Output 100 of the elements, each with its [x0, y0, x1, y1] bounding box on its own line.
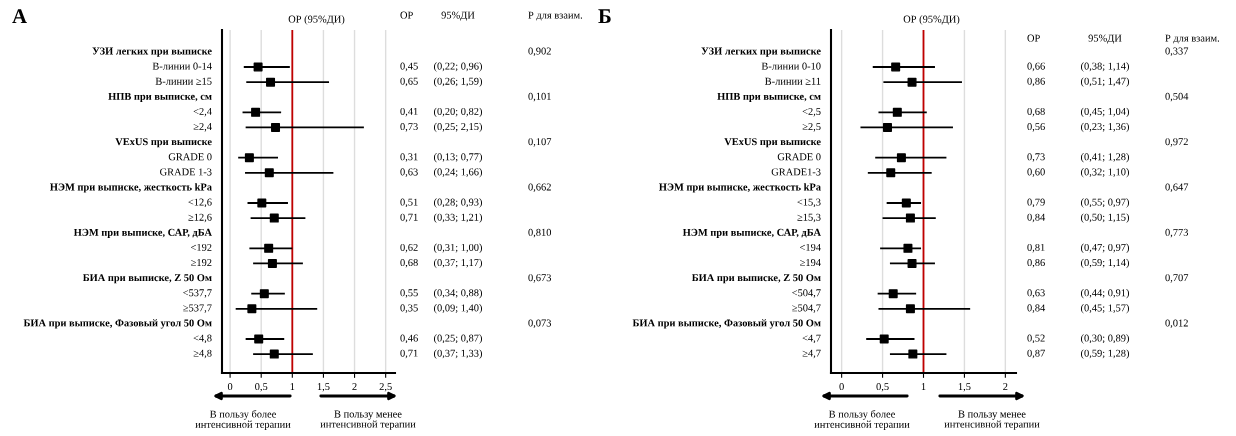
text: Б	[598, 9, 611, 24]
text: 0,101	[528, 92, 551, 102]
y-tick-label: В-линии 0-14	[152, 62, 212, 70]
text: (0,44; 0,91)	[1081, 288, 1129, 299]
y-tick-label: ≥537,7	[183, 304, 212, 313]
data-label: 0,68	[1027, 107, 1045, 117]
point	[903, 243, 913, 253]
text: (0,51; 1,47)	[1081, 77, 1129, 87]
text: (0,25; 0,87)	[434, 334, 482, 344]
x-tick-label: 0	[839, 383, 844, 391]
text: 0,073	[528, 319, 552, 328]
y-tick-label: <4,7	[802, 334, 821, 344]
text: 0,902	[528, 47, 551, 57]
point	[908, 349, 918, 359]
y-tick-label: GRADE1-3	[771, 168, 821, 176]
text: (0,34; 0,88)	[434, 288, 482, 299]
point	[892, 107, 902, 117]
text: (0,09; 1,40)	[434, 304, 482, 314]
y-tick-label: УЗИ легких при выписке	[92, 47, 212, 57]
y-tick-label: ≥4,8	[193, 349, 212, 359]
text: (0,13; 0,77)	[434, 152, 482, 163]
x-tick-label: 1	[921, 383, 926, 390]
text: ОР	[1027, 34, 1040, 42]
data-label: 0,71	[400, 213, 418, 223]
text: (0,24; 1,66)	[434, 168, 482, 178]
y-tick-label: НЭМ при выписке, САР, дБА	[73, 228, 212, 238]
point	[891, 62, 901, 72]
text: Р для взаим.	[528, 11, 583, 21]
y-tick-label: В-линии ≥11	[765, 77, 821, 85]
text: (0,59; 1,14)	[1081, 258, 1129, 269]
y-tick-label: БИА при выписке, Z 50 Ом	[691, 274, 821, 284]
text: (0,37; 1,17)	[434, 258, 482, 269]
text: 0,707	[1165, 274, 1189, 283]
data-label: 0,86	[1027, 259, 1045, 268]
text: (0,32; 1,10)	[1081, 168, 1129, 178]
y-tick-label: ≥194	[800, 259, 821, 267]
data-label: 0,35	[400, 304, 418, 313]
y-tick-label: УЗИ легких при выписке	[701, 47, 821, 57]
data-label: 0,71	[400, 349, 418, 359]
y-tick-label: ≥504,7	[792, 304, 821, 313]
y-tick-label: НЭМ при выписке, жесткость kPa	[659, 183, 821, 193]
data-label: 0,84	[1027, 213, 1046, 223]
text: (0,45; 1,57)	[1081, 304, 1129, 314]
y-tick-label: БИА при выписке, Z 50 Ом	[82, 274, 212, 284]
x-tick-label: 0,5	[876, 383, 889, 392]
data-label: 0,86	[1027, 77, 1045, 87]
data-label: 0,81	[1027, 243, 1045, 253]
y-tick-label: <192	[191, 243, 212, 251]
x-tick-label: 0,5	[255, 383, 268, 392]
y-tick-label: GRADE 0	[168, 153, 212, 161]
data-label: 0,31	[400, 153, 418, 162]
data-label: 0,66	[1027, 62, 1045, 72]
data-label: 0,63	[1027, 289, 1045, 298]
y-tick-label: <15,3	[797, 198, 821, 208]
point	[259, 289, 269, 299]
text: Р для взаим.	[1165, 34, 1220, 44]
y-tick-label: GRADE 1-3	[160, 168, 212, 176]
y-tick-label: ≥15,3	[797, 213, 821, 223]
data-label: 0,52	[1027, 334, 1045, 344]
text: (0,26; 1,59)	[434, 77, 482, 87]
point	[907, 77, 917, 87]
data-label: 0,84	[1027, 304, 1046, 313]
text: 0,504	[1165, 92, 1189, 102]
y-tick-label: ≥192	[191, 259, 212, 267]
data-label: 0,65	[400, 77, 418, 87]
data-label: 0,46	[400, 334, 418, 344]
text: 0,012	[1165, 319, 1188, 328]
point	[266, 77, 276, 87]
x-tick-label: 1,5	[958, 383, 971, 392]
text: А	[12, 9, 27, 24]
point	[269, 349, 279, 359]
data-label: 0,45	[400, 62, 418, 72]
point	[244, 153, 254, 163]
y-tick-label: <194	[800, 243, 821, 251]
text: (0,55; 0,97)	[1081, 198, 1129, 208]
data-label: 0,87	[1027, 349, 1045, 359]
y-tick-label: ≥12,6	[188, 213, 212, 223]
text: ОР	[400, 11, 413, 19]
point	[905, 213, 915, 223]
text: (0,38; 1,14)	[1081, 62, 1129, 72]
data-label: 0,60	[1027, 168, 1045, 177]
y-tick-label: ≥2,5	[802, 123, 821, 132]
data-label: 0,63	[400, 168, 418, 177]
x-tick-label: 2	[1003, 383, 1008, 390]
text: (0,37; 1,33)	[434, 349, 482, 359]
text: (0,23; 1,36)	[1081, 122, 1129, 133]
text: (0,50; 1,15)	[1081, 213, 1129, 223]
text: (0,22; 0,96)	[434, 62, 482, 72]
y-tick-label: В-линии ≥15	[155, 77, 212, 85]
text: В пользу менее интенсивной терапии	[944, 410, 1040, 430]
text: (0,45; 1,04)	[1081, 107, 1129, 118]
data-label: 0,56	[1027, 123, 1045, 132]
text: 0,972	[1165, 138, 1188, 147]
point	[907, 258, 917, 268]
y-tick-label: VExUS при выписке	[724, 138, 821, 148]
text: (0,41; 1,28)	[1081, 152, 1129, 163]
y-tick-label: <504,7	[792, 289, 821, 298]
text: 95%ДИ	[441, 11, 475, 21]
text: (0,30; 0,89)	[1081, 334, 1129, 344]
x-tick-label: 2	[352, 383, 357, 390]
